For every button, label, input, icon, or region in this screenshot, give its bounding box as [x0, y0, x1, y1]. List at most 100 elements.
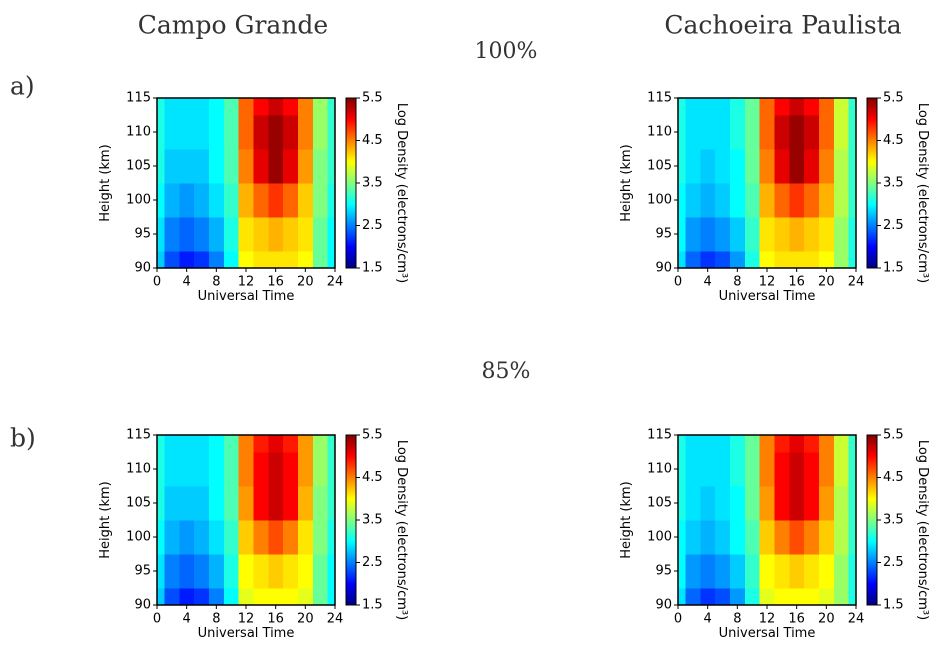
- heatmap-cell: [208, 98, 225, 116]
- heatmap-cell: [283, 251, 299, 269]
- heatmap-cell: [223, 115, 240, 150]
- heatmap-cell: [678, 486, 686, 521]
- heatmap-cell: [789, 115, 805, 150]
- heatmap-cell: [848, 149, 857, 184]
- heatmap-cell: [804, 115, 820, 150]
- heatmap-cell: [685, 217, 701, 252]
- heatmap-cell: [208, 435, 225, 453]
- heatmap-cell: [312, 149, 329, 184]
- heatmap-cell: [700, 98, 716, 116]
- heatmap-cell: [700, 217, 716, 252]
- heatmap-cell: [164, 183, 180, 218]
- heatmap-cell: [208, 554, 225, 589]
- heatmap-cell: [685, 115, 701, 150]
- x-axis-label: Universal Time: [198, 626, 295, 641]
- heatmap-cell: [700, 435, 716, 453]
- heatmap-cell: [179, 588, 195, 606]
- y-tick-label: 90: [655, 261, 672, 276]
- heatmap-cell: [744, 251, 761, 269]
- y-tick-label: 100: [647, 530, 672, 545]
- heatmap-cell: [327, 115, 336, 150]
- row-title: 85%: [482, 359, 531, 384]
- y-tick-label: 90: [134, 598, 151, 613]
- heatmap-cell: [157, 452, 165, 487]
- heatmap-cell: [789, 149, 805, 184]
- heatmap-cell: [164, 520, 180, 555]
- heatmap-cell: [208, 588, 225, 606]
- heatmap-cell: [253, 217, 269, 252]
- heatmap-cell: [238, 251, 254, 269]
- heatmap-cell: [818, 435, 835, 453]
- heatmap-cell: [223, 183, 240, 218]
- heatmap-cell: [759, 217, 775, 252]
- x-tick-label: 16: [788, 275, 805, 290]
- heatmap-cell: [208, 251, 225, 269]
- heatmap-cell: [253, 149, 269, 184]
- heatmap-cell: [253, 115, 269, 150]
- heatmap-cell: [297, 452, 314, 487]
- heatmap-cell: [744, 520, 761, 555]
- y-tick-label: 110: [647, 462, 672, 477]
- heatmap-cell: [685, 98, 701, 116]
- heatmap-cell: [223, 217, 240, 252]
- heatmap-cell: [678, 98, 686, 116]
- heatmap-cell: [848, 251, 857, 269]
- heatmap-cell: [744, 452, 761, 487]
- heatmap-cell: [833, 217, 850, 252]
- colorbar-tick-label: 2.5: [883, 218, 904, 233]
- heatmap-cell: [678, 149, 686, 184]
- heatmap-cell: [268, 554, 284, 589]
- heatmap-cell: [194, 149, 210, 184]
- heatmap-cell: [833, 115, 850, 150]
- heatmap-cell: [179, 149, 195, 184]
- heatmap-cell: [818, 520, 835, 555]
- heatmap-cell: [700, 520, 716, 555]
- heatmap-cell: [678, 115, 686, 150]
- heatmap-cell: [238, 588, 254, 606]
- heatmap-cell: [774, 183, 790, 218]
- heatmap-cell: [759, 588, 775, 606]
- heatmap-cell: [223, 520, 240, 555]
- heatmap-cell: [157, 183, 165, 218]
- heatmap-cell: [678, 183, 686, 218]
- heatmap-cell: [253, 520, 269, 555]
- heatmap-cell: [774, 452, 790, 487]
- heatmap-cell: [759, 486, 775, 521]
- heatmap-cell: [327, 98, 336, 116]
- heatmap-cell: [194, 554, 210, 589]
- x-axis-label: Universal Time: [198, 289, 295, 304]
- heatmap-cell: [818, 217, 835, 252]
- heatmap-cell: [312, 217, 329, 252]
- heatmap-cell: [715, 149, 731, 184]
- y-tick-label: 105: [126, 159, 151, 174]
- heatmap-cell: [774, 251, 790, 269]
- heatmap-cell: [223, 435, 240, 453]
- heatmap-cell: [774, 554, 790, 589]
- heatmap-cell: [179, 435, 195, 453]
- heatmap-cell: [157, 588, 165, 606]
- heatmap-cell: [194, 251, 210, 269]
- heatmap-cell: [179, 115, 195, 150]
- y-tick-label: 95: [134, 564, 151, 579]
- heatmap-cell: [312, 435, 329, 453]
- heatmap-cell: [238, 217, 254, 252]
- heatmap-cell: [253, 435, 269, 453]
- heatmap-cell: [678, 251, 686, 269]
- heatmap-cell: [685, 452, 701, 487]
- heatmap-cell: [729, 435, 746, 453]
- heatmap-cell: [312, 520, 329, 555]
- heatmap-cell: [700, 149, 716, 184]
- heatmap-cell: [715, 588, 731, 606]
- heatmap-cell: [818, 588, 835, 606]
- heatmap-cell: [700, 251, 716, 269]
- heatmap-cell: [179, 554, 195, 589]
- heatmap-cell: [208, 486, 225, 521]
- heatmap-cell: [297, 98, 314, 116]
- x-tick-label: 0: [674, 612, 682, 627]
- heatmap-cell: [327, 251, 336, 269]
- heatmap-cell: [789, 183, 805, 218]
- heatmap-cell: [253, 588, 269, 606]
- heatmap-cell: [678, 588, 686, 606]
- heatmap-cell: [223, 486, 240, 521]
- y-axis-label: Height (km): [98, 481, 113, 558]
